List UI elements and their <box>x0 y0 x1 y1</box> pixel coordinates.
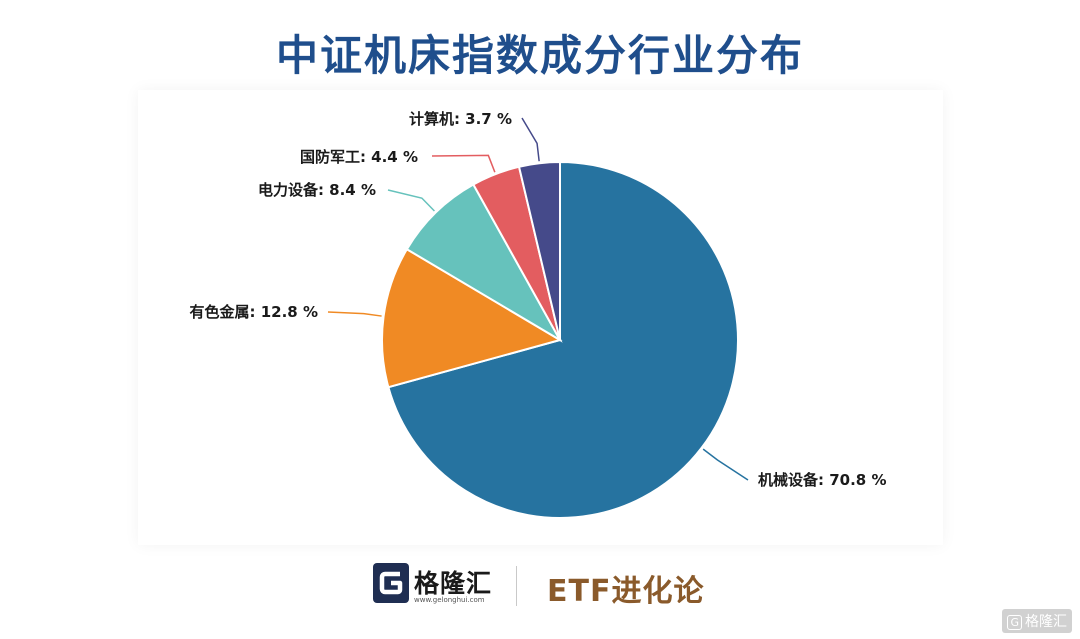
pie-slice-5 <box>517 160 561 341</box>
footer-divider <box>516 566 517 606</box>
slice-label-2: 有色金属: 12.8 % <box>190 303 318 321</box>
watermark: G 格隆汇 <box>1002 609 1072 633</box>
pie-slice-3 <box>405 183 563 343</box>
leader-line-5 <box>521 117 540 162</box>
slice-label-4: 国防军工: 4.4 % <box>300 148 418 166</box>
gelonghui-logo-icon <box>373 563 409 603</box>
leader-line-1 <box>702 448 749 481</box>
chart-title: 中证机床指数成分行业分布 <box>275 31 804 80</box>
leader-line-3 <box>387 189 435 212</box>
pie-slice-2 <box>381 247 563 389</box>
leader-line-4 <box>431 154 496 173</box>
watermark-text: 格隆汇 <box>1025 614 1067 630</box>
slice-label-3: 电力设备: 8.4 % <box>258 181 376 199</box>
leader-line-2 <box>327 311 382 317</box>
watermark-logo-icon: G <box>1007 615 1022 630</box>
brand-url: www.gelonghui.com <box>414 596 485 604</box>
slice-label-1: 机械设备: 70.8 % <box>758 471 886 489</box>
slice-label-5: 计算机: 3.7 % <box>409 110 512 128</box>
pie-slice-1 <box>387 160 739 519</box>
brand-name: 格隆汇 <box>414 569 493 598</box>
series-name: ETF进化论 <box>547 574 705 609</box>
